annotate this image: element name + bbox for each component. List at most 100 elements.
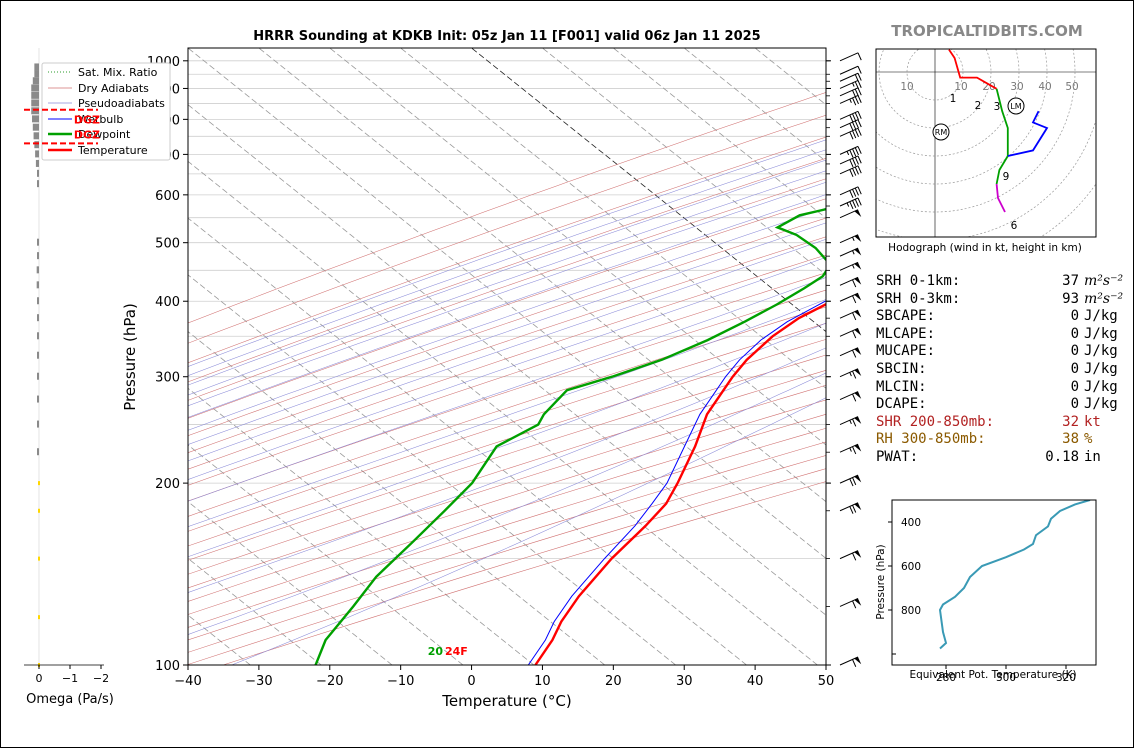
isotherm	[400, 48, 826, 389]
wind-barb	[839, 656, 862, 667]
hodograph-ring-label: 10	[900, 81, 913, 93]
moist-adiabat	[188, 149, 826, 376]
dry-adiabat	[188, 136, 826, 364]
theta-e-x-tick-label: 300	[996, 672, 1016, 684]
omega-bar	[34, 141, 39, 149]
profile-wetbulb	[527, 300, 826, 665]
x-tick-label: 30	[676, 674, 693, 689]
omega-marker	[38, 508, 40, 513]
chart-title: HRRR Sounding at KDKB Init: 05z Jan 11 […	[253, 29, 760, 44]
omega-bar	[31, 91, 39, 99]
x-tick-label: 40	[747, 674, 764, 689]
param-unit: J/kg	[1084, 325, 1118, 342]
x-tick-label: −30	[245, 674, 272, 689]
dgz-label: DGZ	[74, 114, 100, 127]
omega-bar	[33, 132, 39, 140]
dgz-label: DGZ	[74, 128, 100, 141]
param-value: 0	[1070, 378, 1079, 395]
omega-bar	[37, 252, 39, 260]
param-label: SRH 0-3km:	[876, 290, 961, 307]
wind-barb	[839, 127, 862, 140]
wind-barb	[839, 234, 862, 244]
param-unit: in	[1084, 448, 1101, 465]
skewt-profiles	[314, 207, 826, 665]
legend-label-dry-adiabat: Dry Adiabats	[78, 82, 149, 95]
omega-tick-label: 0	[36, 672, 43, 685]
legend-label-temperature: Temperature	[77, 144, 148, 157]
wind-barb	[839, 292, 862, 304]
wind-barb	[839, 261, 862, 271]
mixing-ratio-line	[1025, 48, 1134, 243]
param-row: PWAT: 0.18 in	[876, 449, 1116, 467]
param-value: 32	[1062, 413, 1079, 430]
wind-barb	[839, 309, 862, 321]
hodograph-title: Hodograph (wind in kt, height in km)	[888, 242, 1082, 254]
omega-tick-label: −2	[93, 672, 109, 685]
omega-tick-label: −1	[62, 672, 78, 685]
omega-bar	[37, 351, 39, 359]
skewt-grid: 246810131620243036	[188, 48, 1134, 665]
param-row: SBCIN: 0 J/kg	[876, 360, 1118, 379]
dry-adiabat	[188, 158, 826, 383]
param-label: MLCAPE:	[876, 325, 936, 342]
hodograph-segment	[995, 183, 1006, 213]
moist-adiabat	[188, 277, 826, 502]
moist-adiabat	[188, 299, 826, 527]
moist-adiabat	[188, 372, 826, 635]
wind-barb	[839, 165, 862, 178]
wind-barb	[839, 550, 862, 561]
param-value: 38	[1062, 431, 1079, 448]
isotherm	[188, 217, 747, 665]
x-tick-label: 0	[467, 674, 475, 689]
omega-bar	[34, 63, 39, 71]
param-unit: J/kg	[1084, 378, 1118, 395]
wind-barbs	[839, 52, 862, 667]
param-value: 0	[1070, 396, 1079, 413]
theta-e-xlabel: Equivalent Pot. Temperature (K)	[909, 669, 1076, 681]
isotherm	[258, 48, 826, 503]
param-value: 0.18	[1045, 448, 1079, 465]
omega-marker	[38, 615, 40, 620]
legend-label-pseudoadiabat: Pseudoadiabats	[78, 97, 165, 110]
isotherm	[188, 48, 826, 559]
wind-barb	[839, 327, 862, 339]
moist-adiabat	[188, 139, 826, 367]
y-tick-label: 600	[155, 189, 180, 204]
moist-adiabat	[188, 159, 826, 386]
hodograph-segment	[948, 49, 998, 90]
moist-adiabat	[188, 181, 826, 407]
param-unit: kt	[1084, 413, 1101, 430]
surface-dewpoint-label: 20	[428, 645, 444, 658]
mixing-ratio-label: 20	[1094, 232, 1104, 241]
dry-adiabat	[188, 354, 826, 561]
param-value: 37	[1062, 273, 1079, 289]
y-tick-label: 200	[155, 477, 180, 492]
theta-e-line	[938, 500, 1091, 650]
omega-marker	[38, 556, 40, 561]
storm-motion-marker	[932, 123, 950, 141]
moist-adiabat	[188, 207, 826, 431]
moist-adiabat	[231, 397, 826, 665]
param-label: MUCAPE:	[876, 343, 936, 360]
wind-barb	[839, 65, 862, 75]
dry-adiabat	[188, 217, 826, 437]
skewt-plot-area	[187, 47, 827, 666]
param-unit: m²s⁻²	[1084, 273, 1124, 289]
hodograph-height-label: 2	[975, 100, 982, 112]
hodograph-ring	[876, 49, 1020, 157]
wind-barb	[839, 110, 862, 123]
dry-adiabat	[188, 92, 826, 324]
param-value: 93	[1062, 290, 1079, 307]
y-tick-label: 500	[155, 237, 180, 252]
mixing-ratio-label: 4	[939, 232, 944, 241]
theta-e-y-tick-label: 600	[901, 561, 921, 573]
wind-barb	[839, 197, 862, 210]
moist-adiabat	[188, 322, 826, 558]
wind-barb	[839, 391, 862, 402]
param-label: SBCAPE:	[876, 308, 936, 325]
dry-adiabat	[188, 370, 826, 575]
omega-bar	[35, 150, 39, 158]
param-unit: J/kg	[1084, 360, 1118, 377]
dry-adiabat	[188, 413, 826, 615]
storm-motion-marker	[1007, 97, 1025, 115]
